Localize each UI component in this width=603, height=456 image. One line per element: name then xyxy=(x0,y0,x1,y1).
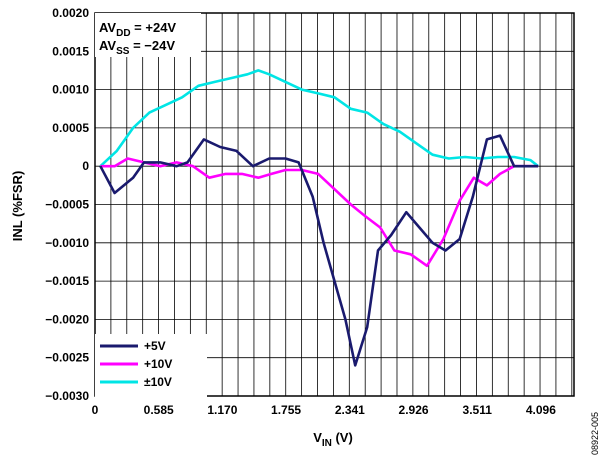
y-axis-label: INL (%FSR) xyxy=(10,171,25,242)
y-tick-label: −0.0015 xyxy=(45,274,89,288)
legend-label-10v: +10V xyxy=(144,357,172,371)
y-tick-label: 0.0015 xyxy=(52,44,89,58)
x-tick-label: 4.096 xyxy=(526,403,556,417)
plot-border xyxy=(94,12,575,397)
y-tick-label: 0 xyxy=(82,159,89,173)
x-tick-label: 0.585 xyxy=(144,403,174,417)
legend-label-pm10v: ±10V xyxy=(144,375,172,389)
x-tick-label: 2.341 xyxy=(335,403,365,417)
figure-id: 08922-005 xyxy=(590,412,600,455)
y-tick-label: 0.0010 xyxy=(52,83,89,97)
y-tick-label: −0.0030 xyxy=(45,389,89,403)
y-tick-labels: 0.0020 0.0015 0.0010 0.0005 0 −0.0005 −0.0010 −… xyxy=(45,6,89,403)
y-tick-label: −0.0010 xyxy=(45,236,89,250)
x-tick-label: 3.511 xyxy=(463,403,493,417)
y-tick-label: −0.0025 xyxy=(45,351,89,365)
x-tick-label: 2.926 xyxy=(399,403,429,417)
series-line-2 xyxy=(99,69,539,168)
legend-label-5v: +5V xyxy=(144,339,166,353)
series-line-1 xyxy=(100,157,539,268)
x-tick-labels: 0 0.585 1.170 1.755 2.341 2.926 3.511 4.096 xyxy=(92,403,557,417)
annotation-avdd: AVDD = +24V xyxy=(99,20,176,39)
y-tick-label: −0.0020 xyxy=(45,312,89,326)
annotation-avss: AVSS = −24V xyxy=(99,38,175,57)
x-tick-label: 1.170 xyxy=(207,403,237,417)
y-tick-label: 0.0005 xyxy=(52,121,89,135)
x-axis-label: VIN (V) xyxy=(313,430,353,449)
legend: +5V +10V ±10V xyxy=(95,334,207,398)
supply-annotation: AVDD = +24V AVSS = −24V xyxy=(95,13,201,57)
series-line-0 xyxy=(99,134,539,367)
grid xyxy=(95,12,574,397)
y-tick-label: −0.0005 xyxy=(45,198,89,212)
plot-frame xyxy=(94,12,575,397)
x-tick-label: 0 xyxy=(92,403,99,417)
series-layer xyxy=(99,69,539,367)
x-tick-label: 1.755 xyxy=(271,403,301,417)
y-tick-label: 0.0020 xyxy=(52,6,89,20)
annotation-background xyxy=(95,13,201,57)
